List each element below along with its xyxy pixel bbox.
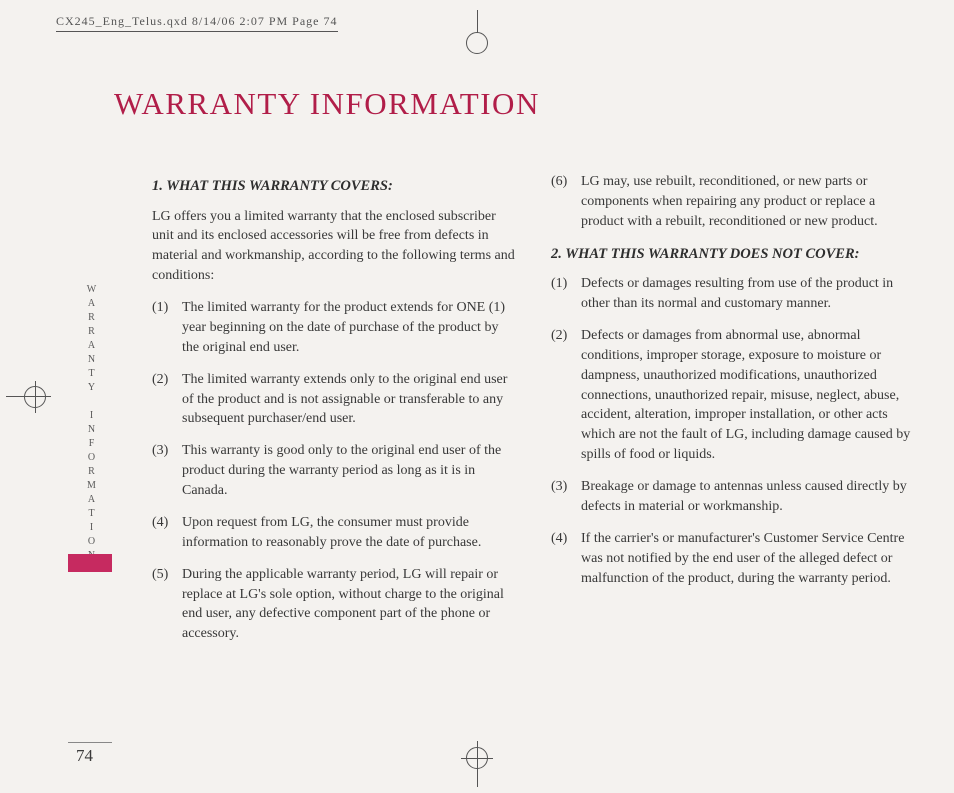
- list-text: Defects or damages resulting from use of…: [581, 274, 916, 314]
- side-rail: WARRANTY INFORMATION 74: [68, 164, 152, 753]
- list-num: (6): [551, 172, 581, 232]
- section-head-1: 1. WHAT THIS WARRANTY COVERS:: [152, 176, 517, 197]
- list-text: Breakage or damage to antennas unless ca…: [581, 477, 916, 517]
- page-title: WARRANTY INFORMATION: [114, 86, 916, 122]
- content-area: WARRANTY INFORMATION 74 1. WHAT THIS WAR…: [68, 164, 916, 753]
- list-num: (2): [551, 326, 581, 465]
- crop-mark-left: [6, 386, 46, 408]
- accent-block: [68, 554, 112, 572]
- list-num: (3): [152, 441, 182, 501]
- list-item: (5)During the applicable warranty period…: [152, 565, 517, 645]
- list-item: (3)Breakage or damage to antennas unless…: [551, 477, 916, 517]
- crop-mark-bottom: [466, 747, 488, 787]
- list-item: (2)The limited warranty extends only to …: [152, 370, 517, 430]
- list-num: (3): [551, 477, 581, 517]
- section-head-2: 2. WHAT THIS WARRANTY DOES NOT COVER:: [551, 244, 916, 265]
- list-num: (2): [152, 370, 182, 430]
- column-right: (6)LG may, use rebuilt, reconditioned, o…: [551, 172, 916, 753]
- list-num: (5): [152, 565, 182, 645]
- list-text: During the applicable warranty period, L…: [182, 565, 517, 645]
- list-num: (1): [152, 298, 182, 358]
- list-text: If the carrier's or manufacturer's Custo…: [581, 529, 916, 589]
- list-text: Defects or damages from abnormal use, ab…: [581, 326, 916, 465]
- list-num: (1): [551, 274, 581, 314]
- list-text: Upon request from LG, the consumer must …: [182, 513, 517, 553]
- list-num: (4): [152, 513, 182, 553]
- print-header: CX245_Eng_Telus.qxd 8/14/06 2:07 PM Page…: [56, 14, 338, 32]
- intro-paragraph: LG offers you a limited warranty that th…: [152, 207, 517, 287]
- crop-mark-top: [466, 10, 488, 54]
- side-label: WARRANTY INFORMATION: [86, 284, 97, 564]
- list-num: (4): [551, 529, 581, 589]
- list-text: The limited warranty extends only to the…: [182, 370, 517, 430]
- list-item: (1)The limited warranty for the product …: [152, 298, 517, 358]
- page-number: 74: [76, 746, 93, 766]
- list-text: LG may, use rebuilt, reconditioned, or n…: [581, 172, 916, 232]
- list-item: (3)This warranty is good only to the ori…: [152, 441, 517, 501]
- list-item: (1)Defects or damages resulting from use…: [551, 274, 916, 314]
- list-item: (4)If the carrier's or manufacturer's Cu…: [551, 529, 916, 589]
- list-text: The limited warranty for the product ext…: [182, 298, 517, 358]
- text-columns: 1. WHAT THIS WARRANTY COVERS: LG offers …: [152, 164, 916, 753]
- list-text: This warranty is good only to the origin…: [182, 441, 517, 501]
- list-item: (4)Upon request from LG, the consumer mu…: [152, 513, 517, 553]
- list-item: (2)Defects or damages from abnormal use,…: [551, 326, 916, 465]
- page: WARRANTY INFORMATION WARRANTY INFORMATIO…: [68, 64, 916, 753]
- page-number-rule: [68, 742, 112, 743]
- column-left: 1. WHAT THIS WARRANTY COVERS: LG offers …: [152, 172, 517, 753]
- list-covers-cont: (6)LG may, use rebuilt, reconditioned, o…: [551, 172, 916, 232]
- list-covers: (1)The limited warranty for the product …: [152, 298, 517, 644]
- list-item: (6)LG may, use rebuilt, reconditioned, o…: [551, 172, 916, 232]
- list-not-cover: (1)Defects or damages resulting from use…: [551, 274, 916, 588]
